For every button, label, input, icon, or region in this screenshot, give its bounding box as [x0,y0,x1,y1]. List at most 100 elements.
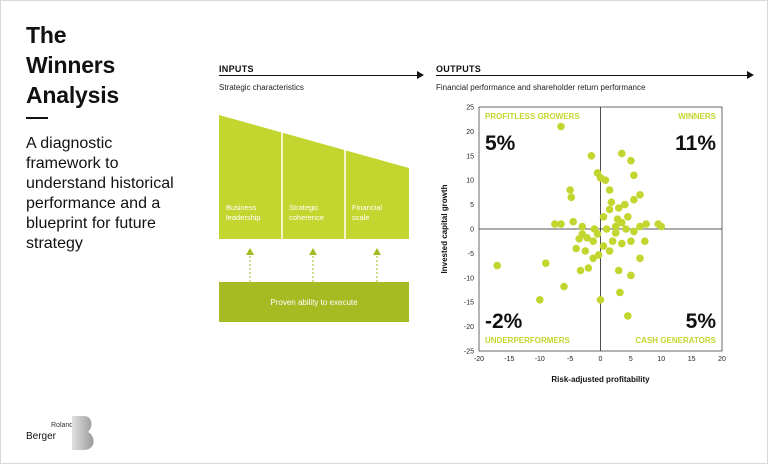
logo-text-small: Roland [51,422,74,429]
scatter-point [627,271,635,280]
scatter-point [602,225,611,233]
execution-base-block [219,282,409,322]
x-tick-label: -20 [474,356,484,363]
scatter-point [621,200,629,209]
scatter-point [636,222,644,231]
scatter-point [594,251,603,259]
title-divider [26,117,48,119]
scatter-point [557,122,565,131]
scatter-point [599,242,608,250]
y-tick-label: -5 [468,251,474,258]
quadrant-value: -2% [485,310,523,333]
scatter-point [636,191,644,199]
quadrant-label: WINNERS [678,112,716,121]
scatter-point [608,237,617,245]
dotted-up-arrow [246,248,254,282]
arrow-right-icon [417,71,424,79]
subtitle-line: performance and a [26,195,161,212]
column-label: leadership [226,213,261,222]
column-label: scale [352,213,370,222]
outputs-heading: OUTPUTS [436,64,482,74]
quadrant-value: 5% [485,132,516,155]
scatter-point [587,152,596,160]
column-label: coherence [289,213,324,222]
y-tick-label: -20 [464,324,474,331]
y-axis-title: Invested capital growth [440,184,449,273]
y-tick-label: 10 [466,178,474,185]
scatter-point [605,205,614,214]
scatter-point [589,237,597,245]
page-title: The Winners Analysis [26,20,119,110]
scatter-point [636,254,644,263]
scatter-point [624,213,632,221]
dotted-up-arrow [373,248,381,282]
x-tick-label: 5 [629,356,633,363]
scatter-point [618,239,626,248]
y-tick-label: -25 [464,349,474,356]
dotted-up-arrow [309,248,317,282]
y-tick-label: 25 [466,105,474,112]
quadrant-label: PROFITLESS GROWERS [485,112,580,121]
x-axis-title: Risk-adjusted profitability [551,375,650,384]
y-tick-label: -10 [464,275,474,282]
scatter-point [583,234,591,242]
scatter-point [536,296,544,304]
scatter-point [627,156,635,165]
scatter-point [599,213,608,221]
x-tick-label: -5 [567,356,573,363]
title-line: The [26,22,67,48]
y-tick-label: 20 [466,129,474,136]
scatter-point [542,259,550,268]
column-label: Business [226,203,257,212]
scatter-point [614,204,623,212]
outputs-arrow-line [436,75,747,76]
scatter-point [584,264,593,272]
subtitle-line: A diagnostic [26,135,113,152]
scatter-point [605,247,614,255]
title-line: Winners [26,52,116,78]
subtitle-line: framework to [26,155,119,172]
x-tick-label: 10 [657,356,665,363]
scatter-point [607,198,616,206]
company-logo-mark [72,416,94,450]
logo-text: Berger [26,431,57,442]
scatter-point [493,261,502,270]
scatter-point [589,254,597,263]
inputs-arrow-line [219,75,417,76]
scatter-point [627,237,635,245]
column-label: Strategic [289,203,319,212]
quadrant-value: 11% [675,132,716,155]
arrow-right-icon [747,71,754,79]
scatter-point [576,266,585,275]
y-tick-label: 15 [466,153,474,160]
scatter-point [601,176,610,184]
scatter-point [611,222,620,231]
inputs-subheading: Strategic characteristics [219,83,304,92]
scatter-point [622,225,630,233]
scatter-point [560,282,568,291]
scatter-point [596,296,605,304]
column-label: Financial [352,203,382,212]
x-tick-label: 20 [718,356,726,363]
scatter-point [581,247,590,255]
inputs-heading: INPUTS [219,64,254,74]
page-subtitle: A diagnostic framework to understand his… [26,134,216,254]
scatter-point [605,186,614,194]
scatter-point [572,244,580,253]
scatter-point [630,171,638,180]
quadrant-label: UNDERPERFORMERS [485,336,571,345]
subtitle-line: blueprint for future [26,215,156,232]
x-tick-label: -15 [504,356,514,363]
quadrant-label: CASH GENERATORS [635,336,716,345]
y-tick-label: -15 [464,300,474,307]
x-tick-label: -10 [535,356,545,363]
scatter-point [641,237,649,245]
scatter-point [630,195,638,204]
y-tick-label: 0 [470,227,474,234]
scatter-point [654,220,662,228]
scatter-point [551,220,559,228]
scatter-point [567,193,576,202]
scatter-point [616,288,624,297]
quadrant-value: 5% [686,310,717,333]
scatter-point [578,222,587,231]
